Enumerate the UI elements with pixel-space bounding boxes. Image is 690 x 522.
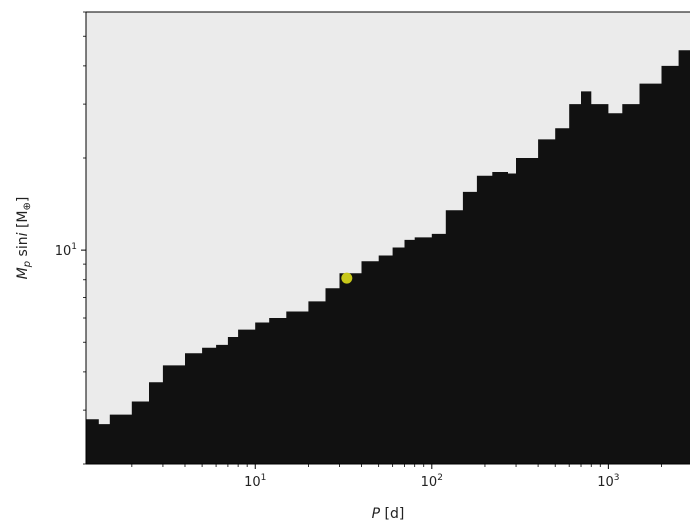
y-axis-label: Mp sini [M⊕] [15,197,33,280]
x-axis-minor-ticks [131,464,662,467]
x-tick-label: 103 [597,473,619,490]
planet-marker [341,272,353,284]
x-axis-label: P [d] [372,506,405,522]
y-axis-ticks: 101 [55,242,86,259]
y-tick-label: 101 [55,242,77,259]
y-axis-minor-ticks [83,11,86,465]
x-axis-ticks: 101 102 103 [244,464,620,490]
x-tick-label: 101 [244,473,266,490]
x-tick-label: 102 [421,473,443,490]
detectable-region [86,41,690,464]
